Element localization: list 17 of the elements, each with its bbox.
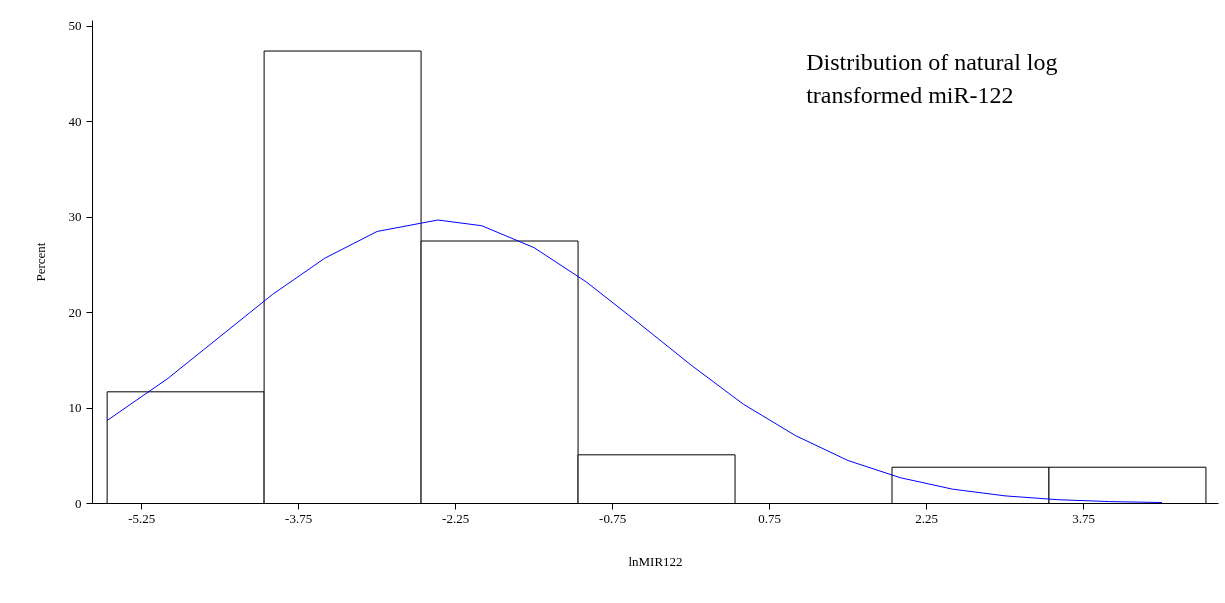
x-tick-label: 2.25 [915,510,938,526]
y-tick-label: 10 [68,400,82,416]
x-tick-label: -2.25 [442,510,470,526]
x-tick-label: -0.75 [599,510,627,526]
x-tick-label: -3.75 [285,510,313,526]
x-tick-label: 0.75 [758,510,781,526]
x-tick-label: 3.75 [1072,510,1095,526]
y-tick-label: 40 [68,113,82,129]
y-tick-label: 0 [75,495,82,511]
y-tick-label: 50 [68,18,82,34]
x-axis-title: lnMIR122 [628,553,683,569]
annotation: Distribution of natural log transformed miR-122 [806,49,1058,108]
line-series [106,219,1163,504]
y-tick-label: 30 [68,209,82,225]
y-tick-label: 20 [68,304,82,320]
x-tick-label: -5.25 [128,510,156,526]
y-axis-title: Percent [32,242,48,282]
